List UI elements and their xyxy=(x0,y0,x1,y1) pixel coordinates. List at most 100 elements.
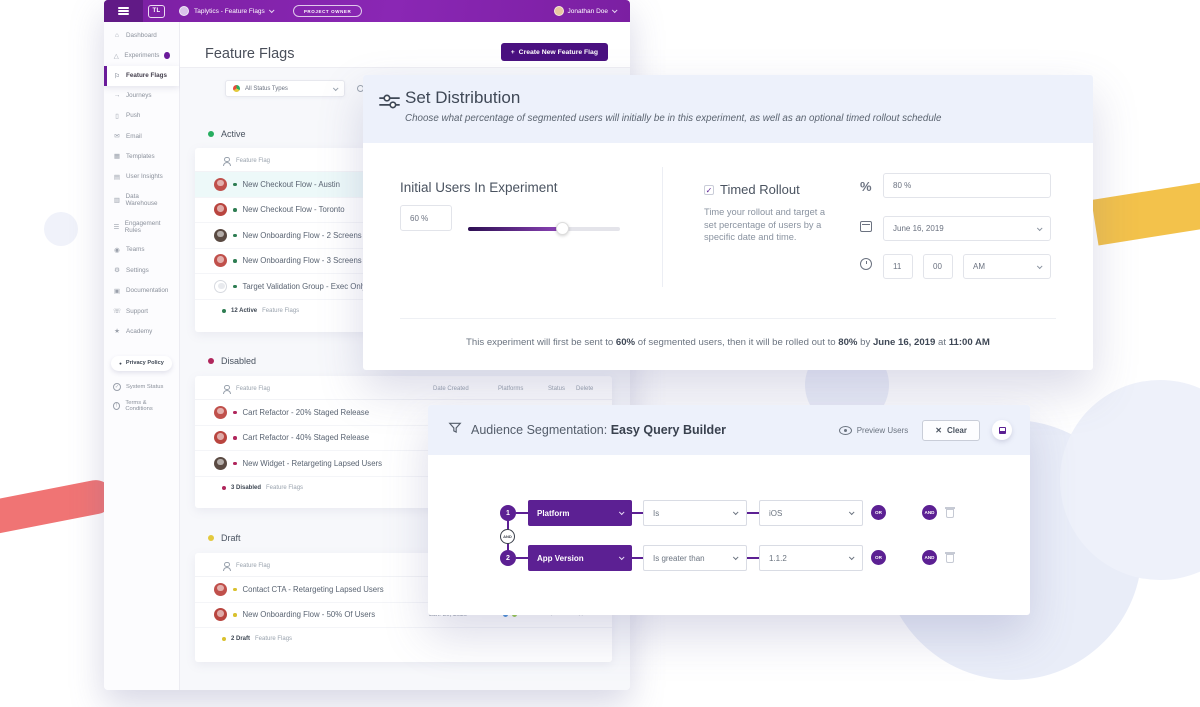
project-title[interactable]: Taplytics - Feature Flags xyxy=(194,7,265,15)
user-chevron-down-icon[interactable] xyxy=(611,7,618,14)
table-row[interactable]: Cart Refactor - 40% Staged Release xyxy=(195,426,612,451)
query-line xyxy=(747,557,759,559)
close-icon: ✕ xyxy=(935,425,942,435)
draft-dot-icon xyxy=(233,587,237,591)
timed-rollout-label: Timed Rollout xyxy=(720,182,800,197)
trash-icon[interactable] xyxy=(945,507,955,518)
or-button[interactable]: OR xyxy=(871,550,886,565)
disabled-count: 3 Disabled xyxy=(231,484,262,491)
sidebar-item-templates[interactable]: ▦ Templates xyxy=(104,146,179,166)
field-select[interactable]: App Version xyxy=(528,545,632,571)
hamburger-icon xyxy=(118,6,129,17)
rollout-percent-input[interactable]: 80 % xyxy=(883,173,1051,198)
avatar xyxy=(214,608,227,622)
timed-rollout-checkbox[interactable]: ✓ xyxy=(704,185,714,195)
table-row[interactable]: Contact CTA - Retargeting Lapsed Users xyxy=(195,577,612,603)
sidebar-item-label: Data Warehouse xyxy=(125,193,158,208)
column-feature-flag: Feature Flag xyxy=(236,158,271,164)
percent-slider[interactable] xyxy=(468,222,620,235)
and-button[interactable]: AND xyxy=(922,505,937,520)
hour-input[interactable]: 11 xyxy=(883,254,913,279)
table-row[interactable]: Cart Refactor - 20% Staged Release xyxy=(195,400,612,426)
operator-select[interactable]: Is xyxy=(643,500,747,526)
project-owner-badge[interactable]: PROJECT OWNER xyxy=(292,5,363,17)
chevron-down-icon xyxy=(618,554,625,561)
push-icon: ▯ xyxy=(115,112,119,120)
query-line xyxy=(632,512,643,514)
sidebar-item-experiments[interactable]: △ Experiments xyxy=(104,45,179,65)
draft-dot-icon xyxy=(233,613,237,617)
sidebar-item-feature-flags[interactable]: ⚐ Feature Flags xyxy=(104,65,179,87)
sidebar-item-privacy-policy[interactable]: ● Privacy Policy xyxy=(111,355,172,371)
sidebar-item-dashboard[interactable]: ⌂ Dashboard xyxy=(104,26,179,45)
operator-select[interactable]: Is greater than xyxy=(643,545,747,571)
documentation-icon: ▣ xyxy=(113,287,121,295)
sidebar-item-settings[interactable]: ⚙ Settings xyxy=(104,260,179,280)
sidebar-item-email[interactable]: ✉ Email xyxy=(104,126,179,146)
slider-thumb[interactable] xyxy=(556,222,570,235)
sidebar-item-label: Templates xyxy=(126,152,155,160)
minute-input[interactable]: 00 xyxy=(923,254,953,279)
insights-icon: ▤ xyxy=(113,173,121,181)
active-footer: 12 Active Feature Flags xyxy=(195,300,612,323)
engagement-icon: ☰ xyxy=(113,223,120,231)
rollout-date-select[interactable]: June 16, 2019 xyxy=(883,216,1051,241)
sidebar-item-academy[interactable]: ★ Academy xyxy=(104,321,179,341)
and-connector-badge[interactable]: AND xyxy=(500,529,515,544)
filter-row: All Status Types xyxy=(180,80,630,97)
journeys-icon: → xyxy=(113,92,121,100)
status-check-icon: ✓ xyxy=(113,382,121,391)
person-icon xyxy=(222,157,231,166)
sidebar-item-support[interactable]: ☏ Support xyxy=(104,301,179,321)
create-feature-flag-button[interactable]: + Create New Feature Flag xyxy=(500,43,608,61)
value-select[interactable]: iOS xyxy=(759,500,863,526)
table-header-row: Feature Flag Date Created Platforms Stat… xyxy=(195,376,612,400)
sidebar-item-teams[interactable]: ◉ Teams xyxy=(104,240,179,260)
status-filter-select[interactable]: All Status Types xyxy=(225,80,345,97)
avatar xyxy=(214,456,227,470)
sidebar-item-label: Support xyxy=(126,307,149,315)
flag-name: New Widget - Retargeting Lapsed Users xyxy=(242,458,383,468)
taplytics-logo[interactable]: TL xyxy=(148,4,165,18)
chevron-down-icon xyxy=(1036,262,1043,269)
value-text: 1.1.2 xyxy=(769,553,787,563)
value-select[interactable]: 1.1.2 xyxy=(759,545,863,571)
sidebar-item-system-status[interactable]: ✓ System Status xyxy=(104,377,179,397)
chevron-down-icon[interactable] xyxy=(268,7,275,14)
clear-button[interactable]: ✕ Clear xyxy=(922,419,980,441)
meridiem-select[interactable]: AM xyxy=(963,254,1051,279)
decor-pink-bar xyxy=(0,477,116,539)
disabled-status-dot xyxy=(208,358,214,364)
operator-value: Is greater than xyxy=(653,553,705,563)
eye-icon[interactable] xyxy=(838,425,852,435)
table-row[interactable]: New Widget - Retargeting Lapsed Users xyxy=(195,451,612,477)
disabled-section-label: Disabled xyxy=(221,356,257,366)
sidebar-item-documentation[interactable]: ▣ Documentation xyxy=(104,281,179,301)
sidebar-item-data-warehouse[interactable]: ▥ Data Warehouse xyxy=(104,187,179,213)
avatar xyxy=(214,582,227,596)
info-icon: ! xyxy=(113,402,121,411)
avatar xyxy=(214,431,227,445)
and-button[interactable]: AND xyxy=(922,550,937,565)
initial-percent-input[interactable]: 60 % xyxy=(400,205,452,231)
flag-name: Cart Refactor - 40% Staged Release xyxy=(242,433,370,443)
save-button[interactable] xyxy=(992,420,1012,440)
user-name[interactable]: Jonathan Doe xyxy=(567,7,608,15)
sidebar-item-label: Academy xyxy=(126,327,153,335)
query-row-number: 2 xyxy=(500,550,516,566)
home-icon: ⌂ xyxy=(115,32,119,40)
sidebar-item-user-insights[interactable]: ▤ User Insights xyxy=(104,167,179,187)
sidebar-item-terms[interactable]: ! Terms & Conditions xyxy=(104,394,179,418)
sidebar-item-push[interactable]: ▯ Push xyxy=(104,106,179,126)
preview-users-label[interactable]: Preview Users xyxy=(856,425,909,435)
sidebar-item-journeys[interactable]: → Journeys xyxy=(104,86,179,105)
or-button[interactable]: OR xyxy=(871,505,886,520)
menu-button[interactable] xyxy=(104,0,143,22)
field-select[interactable]: Platform xyxy=(528,500,632,526)
plus-icon: + xyxy=(510,48,515,56)
active-dot-icon xyxy=(222,308,226,313)
sidebar-item-engagement-rules[interactable]: ☰ Engagement Rules xyxy=(104,213,179,239)
set-distribution-header xyxy=(363,75,1093,143)
trash-icon[interactable] xyxy=(945,552,955,563)
active-footer-text: Feature Flags xyxy=(262,307,300,314)
